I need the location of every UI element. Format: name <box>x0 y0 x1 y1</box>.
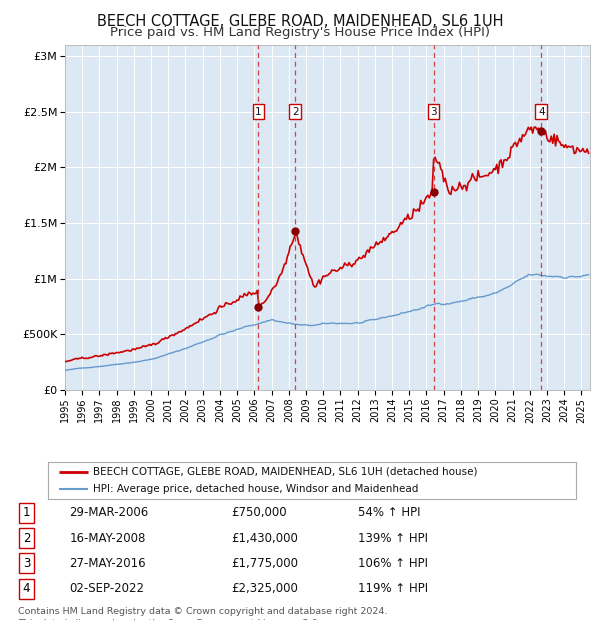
Text: 16-MAY-2008: 16-MAY-2008 <box>70 531 146 544</box>
Text: 139% ↑ HPI: 139% ↑ HPI <box>358 531 428 544</box>
Text: £2,325,000: £2,325,000 <box>231 582 298 595</box>
Text: 3: 3 <box>23 557 30 570</box>
Text: 54% ↑ HPI: 54% ↑ HPI <box>358 507 420 520</box>
Text: 2: 2 <box>23 531 30 544</box>
Text: 4: 4 <box>538 107 545 117</box>
Text: HPI: Average price, detached house, Windsor and Maidenhead: HPI: Average price, detached house, Wind… <box>93 484 418 494</box>
Text: 1: 1 <box>23 507 30 520</box>
Text: 27-MAY-2016: 27-MAY-2016 <box>70 557 146 570</box>
Text: 106% ↑ HPI: 106% ↑ HPI <box>358 557 428 570</box>
Text: £1,775,000: £1,775,000 <box>231 557 298 570</box>
Text: BEECH COTTAGE, GLEBE ROAD, MAIDENHEAD, SL6 1UH (detached house): BEECH COTTAGE, GLEBE ROAD, MAIDENHEAD, S… <box>93 467 478 477</box>
Text: 02-SEP-2022: 02-SEP-2022 <box>70 582 145 595</box>
Text: 2: 2 <box>292 107 298 117</box>
Text: 29-MAR-2006: 29-MAR-2006 <box>70 507 149 520</box>
Text: 1: 1 <box>255 107 262 117</box>
Text: 4: 4 <box>23 582 30 595</box>
Text: Price paid vs. HM Land Registry's House Price Index (HPI): Price paid vs. HM Land Registry's House … <box>110 26 490 39</box>
Text: Contains HM Land Registry data © Crown copyright and database right 2024.
This d: Contains HM Land Registry data © Crown c… <box>18 607 387 620</box>
Text: BEECH COTTAGE, GLEBE ROAD, MAIDENHEAD, SL6 1UH: BEECH COTTAGE, GLEBE ROAD, MAIDENHEAD, S… <box>97 14 503 29</box>
Text: £1,430,000: £1,430,000 <box>231 531 298 544</box>
Text: £750,000: £750,000 <box>231 507 287 520</box>
Text: 119% ↑ HPI: 119% ↑ HPI <box>358 582 428 595</box>
Text: 3: 3 <box>430 107 437 117</box>
